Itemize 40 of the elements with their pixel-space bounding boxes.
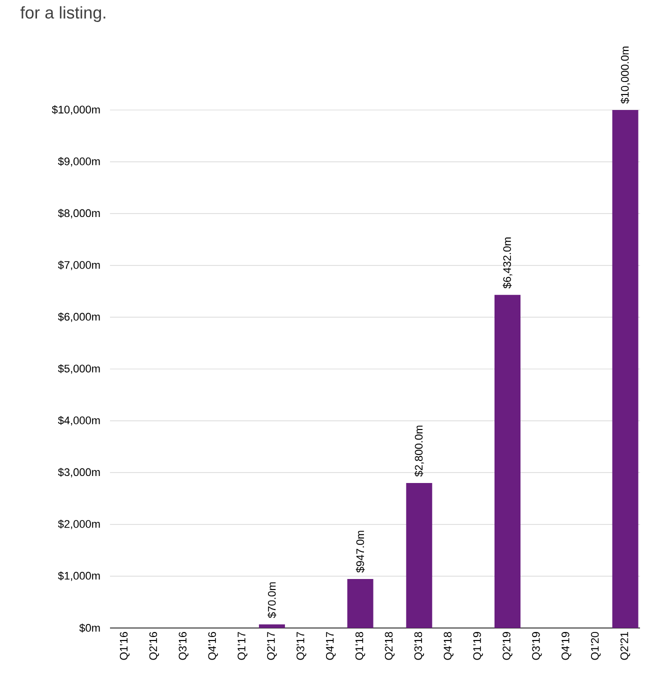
x-tick-label: Q1'19 — [473, 632, 483, 660]
x-tick-label: Q1'16 — [120, 632, 130, 660]
bar — [612, 110, 638, 628]
y-tick-label: $0m — [79, 624, 100, 632]
x-tick-label: Q2'17 — [267, 632, 277, 660]
x-tick-label: Q2'21 — [620, 632, 630, 660]
bar — [258, 624, 285, 628]
y-tick-label: $4,000m — [58, 416, 100, 426]
y-tick-label: $9,000m — [58, 157, 100, 167]
x-tick-label: Q4'18 — [444, 632, 454, 660]
x-tick-label: Q3'19 — [532, 632, 542, 660]
y-tick-label: $10,000m — [52, 105, 100, 115]
data-label: $6,432.0m — [502, 238, 512, 288]
y-tick-label: $1,000m — [58, 571, 100, 581]
y-tick-label: $3,000m — [58, 468, 100, 478]
x-tick-label: Q2'16 — [149, 632, 160, 660]
bar — [347, 578, 374, 628]
x-tick-label: Q3'17 — [296, 632, 306, 660]
x-tick-label: Q2'18 — [384, 632, 395, 660]
y-tick-label: $8,000m — [58, 208, 100, 218]
y-tick-label: $2,000m — [58, 520, 100, 530]
y-tick-label: $5,000m — [58, 364, 100, 374]
y-tick-label: $7,000m — [58, 260, 100, 270]
x-tick-label: Q1'18 — [355, 632, 366, 660]
y-tick-label: $6,000m — [58, 312, 100, 322]
x-tick-label: Q4'16 — [208, 632, 218, 660]
x-tick-label: Q1'20 — [590, 632, 601, 660]
bar — [406, 482, 432, 628]
data-label: $947.0m — [356, 530, 365, 573]
x-tick-label: Q2'19 — [502, 632, 512, 660]
data-label: $70.0m — [268, 582, 276, 618]
data-label: $10,000.0m — [620, 46, 630, 104]
chart-title: for a listing. — [20, 6, 106, 22]
x-tick-label: Q4'17 — [326, 632, 336, 660]
bar — [494, 294, 521, 628]
x-tick-label: Q1'17 — [238, 632, 248, 660]
data-label: $2,800.0m — [414, 426, 424, 477]
x-tick-label: Q3'16 — [178, 632, 188, 660]
x-tick-label: Q4'19 — [562, 632, 572, 660]
x-tick-label: Q3'18 — [414, 632, 424, 660]
